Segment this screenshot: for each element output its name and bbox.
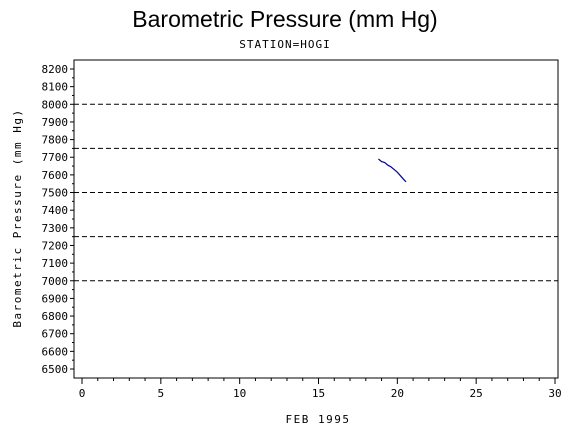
y-tick-label: 6800 xyxy=(42,310,69,323)
chart-title: Barometric Pressure (mm Hg) xyxy=(132,6,438,32)
x-axis-label: FEB 1995 xyxy=(286,413,351,426)
plot-area-frame xyxy=(73,59,559,379)
x-tick-label: 15 xyxy=(312,387,325,400)
y-tick-label: 6600 xyxy=(42,345,69,358)
x-tick-label: 20 xyxy=(391,387,404,400)
y-tick-label: 7000 xyxy=(42,275,69,288)
y-tick-label: 7900 xyxy=(42,116,69,129)
y-tick-label: 7700 xyxy=(42,151,69,164)
y-tick-label: 6700 xyxy=(42,328,69,341)
x-tick-label: 10 xyxy=(233,387,246,400)
reference-lines xyxy=(74,103,558,282)
y-tick-label: 7100 xyxy=(42,257,69,270)
x-tick-label: 5 xyxy=(158,387,165,400)
series-line xyxy=(378,158,407,183)
y-axis: 6500 6600 6700 6800 6900 7000 7100 7200 7300 7400… xyxy=(42,63,74,376)
y-tick-label: 7600 xyxy=(42,169,69,182)
y-tick-label: 7300 xyxy=(42,222,69,235)
y-tick-label: 6500 xyxy=(42,363,69,376)
y-tick-label: 7500 xyxy=(42,187,69,200)
y-tick-label: 7400 xyxy=(42,204,69,217)
y-tick-label: 8000 xyxy=(42,98,69,111)
x-tick-label: 25 xyxy=(470,387,483,400)
y-tick-label: 8100 xyxy=(42,81,69,94)
x-axis: 0 5 10 15 20 25 30 xyxy=(74,377,562,400)
y-tick-label: 8200 xyxy=(42,63,69,76)
y-tick-label: 6900 xyxy=(42,292,69,305)
series-group xyxy=(378,158,407,183)
y-tick-label: 7200 xyxy=(42,239,69,252)
chart-subtitle: STATION=HOGI xyxy=(239,38,331,51)
x-tick-label: 0 xyxy=(79,387,86,400)
y-axis-label: Barometric Pressure (mm Hg) xyxy=(11,108,24,327)
y-tick-label: 7800 xyxy=(42,134,69,147)
x-tick-label: 30 xyxy=(548,387,561,400)
